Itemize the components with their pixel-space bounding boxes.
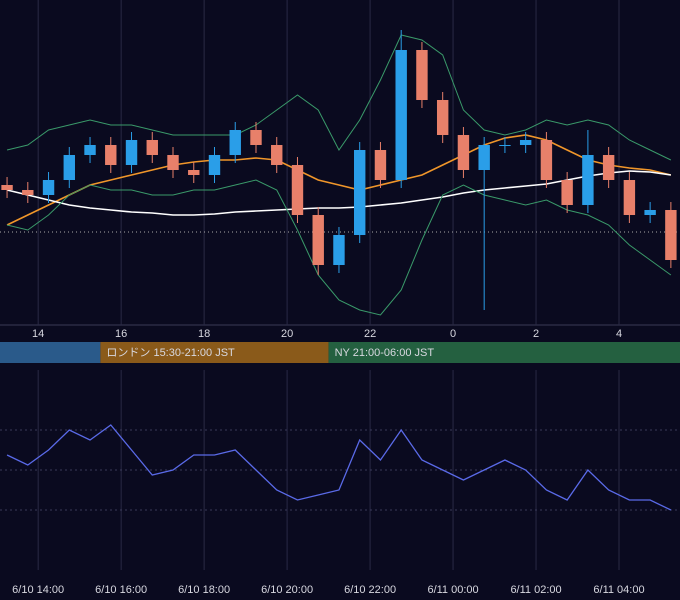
candle-body	[22, 190, 34, 195]
session-bar	[100, 342, 329, 363]
x-tick-label: 6/11 00:00	[427, 584, 478, 596]
x-tick-label: 6/11 02:00	[510, 584, 561, 596]
x-tick-label: 6/10 18:00	[178, 584, 230, 596]
candle-body	[644, 210, 656, 215]
line	[6, 34, 672, 161]
candle-body	[84, 145, 96, 155]
x-tick-label: 18	[198, 328, 210, 340]
candle-body	[623, 180, 636, 215]
candle-body	[250, 130, 262, 145]
candle-body	[291, 165, 304, 215]
candle-body	[333, 235, 345, 265]
candle-body	[582, 155, 594, 205]
x-tick-label: 14	[32, 328, 44, 340]
x-tick-label: 6/10 16:00	[95, 584, 147, 596]
candle-body	[457, 135, 470, 170]
x-tick-label: 6/10 14:00	[12, 584, 64, 596]
candle-body	[478, 145, 490, 170]
candle-body	[1, 185, 13, 190]
candle-body	[229, 130, 241, 155]
line	[6, 170, 671, 216]
candle-body	[125, 140, 138, 165]
candle-body	[146, 140, 158, 155]
x-tick-label: 6/11 04:00	[593, 584, 644, 596]
candle-body	[63, 155, 75, 180]
x-tick-label: 0	[450, 328, 456, 340]
candle-body	[665, 210, 677, 260]
candle-body	[167, 155, 179, 170]
candle-body	[561, 180, 573, 205]
x-tick-label: 20	[281, 328, 293, 340]
candle-body	[416, 50, 428, 100]
x-tick-label: 6/10 22:00	[344, 584, 396, 596]
session-label: NY 21:00-06:00 JST	[335, 347, 435, 359]
candle-body	[374, 150, 387, 180]
candle-body	[208, 155, 221, 175]
candle-body	[602, 155, 615, 180]
candle-body	[499, 145, 511, 146]
candle-body	[519, 140, 532, 145]
x-tick-label: 4	[616, 328, 622, 340]
session-bar	[328, 342, 680, 363]
x-tick-label: 22	[364, 328, 376, 340]
session-label: ロンドン 15:30-21:00 JST	[106, 347, 235, 359]
candle-body	[436, 100, 449, 135]
candle-body	[42, 180, 55, 195]
x-tick-label: 6/10 20:00	[261, 584, 313, 596]
line	[6, 179, 672, 316]
x-tick-label: 16	[115, 328, 127, 340]
x-tick-label: 2	[533, 328, 539, 340]
session-bar	[0, 342, 101, 363]
candle-body	[312, 215, 324, 265]
candle-body	[188, 170, 200, 175]
candle-body	[271, 145, 283, 165]
line	[6, 134, 672, 226]
candle-body	[540, 140, 553, 180]
candle-body	[105, 145, 117, 165]
candle-body	[395, 50, 407, 180]
line	[6, 424, 672, 511]
candle-body	[354, 150, 366, 235]
